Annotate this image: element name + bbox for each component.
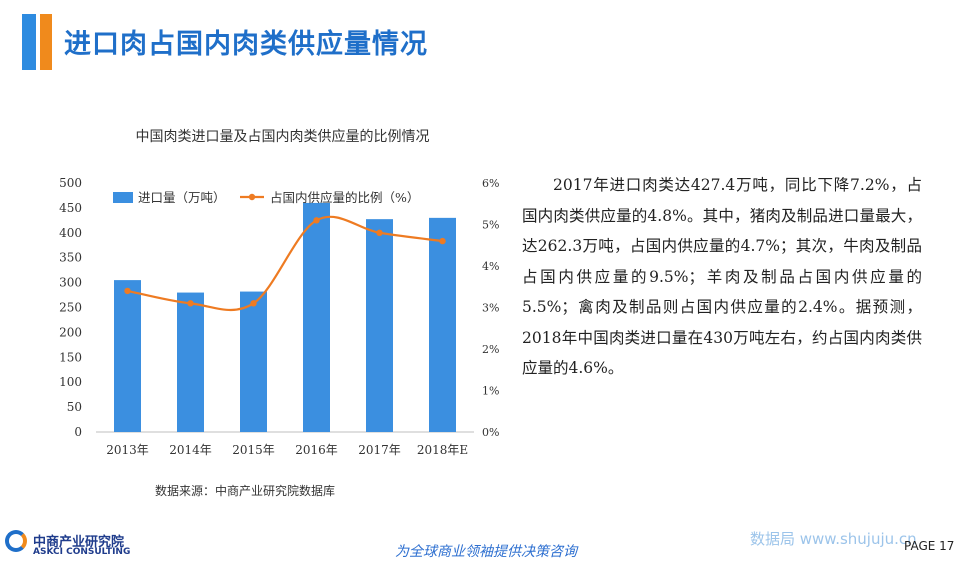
ratio-point <box>124 287 131 295</box>
y-right-tick-label: 3% <box>482 302 499 315</box>
legend-line-label: 占国内供应量的比例（%） <box>270 190 419 205</box>
analysis-paragraph: 2017年进口肉类达427.4万吨，同比下降7.2%，占国内肉类供应量的4.8%… <box>522 176 922 377</box>
x-tick-label: 2015年 <box>232 443 275 457</box>
x-tick-label: 2014年 <box>169 443 212 457</box>
data-source: 数据来源：中商产业研究院数据库 <box>155 484 336 498</box>
watermark: 数据局 www.shujuju.cn <box>750 530 917 548</box>
y-left-tick-label: 450 <box>59 201 82 215</box>
x-tick-label: 2016年 <box>295 443 338 457</box>
logo-name-en: ASKCI CONSULTING <box>33 547 131 557</box>
y-left-tick-label: 500 <box>59 176 82 190</box>
y-left-tick-label: 100 <box>59 375 82 389</box>
logo-name-cn: 中商产业研究院 <box>33 535 125 550</box>
bar <box>240 291 267 432</box>
ratio-point <box>187 300 194 307</box>
page-title: 进口肉占国内肉类供应量情况 <box>64 29 428 60</box>
ratio-point <box>439 237 446 245</box>
ratio-line <box>127 215 443 312</box>
y-left-tick-label: 50 <box>67 400 82 414</box>
y-left-tick-label: 150 <box>59 350 82 364</box>
y-right-tick-label: 1% <box>482 385 499 398</box>
legend-bar-swatch <box>113 192 133 203</box>
bar <box>429 217 456 432</box>
title-accent-blue <box>22 14 36 70</box>
y-left-tick-label: 250 <box>59 301 82 315</box>
y-left-tick-label: 400 <box>59 226 82 240</box>
y-left-tick-label: 300 <box>59 276 82 290</box>
bar <box>303 202 330 432</box>
ratio-point <box>376 229 383 236</box>
x-tick-label: 2013年 <box>106 443 149 457</box>
ratio-point <box>313 217 320 224</box>
bar <box>177 292 204 432</box>
legend-bar-label: 进口量（万吨） <box>138 190 226 205</box>
company-logo[interactable]: 中商产业研究院 ASKCI CONSULTING <box>5 530 135 560</box>
chart-title: 中国肉类进口量及占国内肉类供应量的比例情况 <box>135 129 430 145</box>
y-right-tick-label: 0% <box>482 426 499 439</box>
page-number: PAGE 17 <box>904 539 955 553</box>
legend-line-marker <box>248 193 256 201</box>
y-right-tick-label: 6% <box>482 177 499 190</box>
slogan: 为全球商业领袖提供决策咨询 <box>395 544 577 560</box>
y-left-tick-label: 0 <box>74 425 82 439</box>
bar <box>366 219 393 432</box>
bar <box>114 280 141 432</box>
y-left-tick-label: 350 <box>59 251 82 265</box>
y-right-tick-label: 2% <box>482 343 499 356</box>
y-right-tick-label: 4% <box>482 260 499 273</box>
title-accent-orange <box>40 14 52 70</box>
x-tick-label: 2018年E <box>417 443 468 457</box>
x-tick-label: 2017年 <box>358 443 401 457</box>
ratio-point <box>250 300 257 307</box>
y-right-tick-label: 5% <box>482 219 499 232</box>
logo-mark-icon <box>5 530 27 552</box>
y-left-tick-label: 200 <box>59 325 82 339</box>
